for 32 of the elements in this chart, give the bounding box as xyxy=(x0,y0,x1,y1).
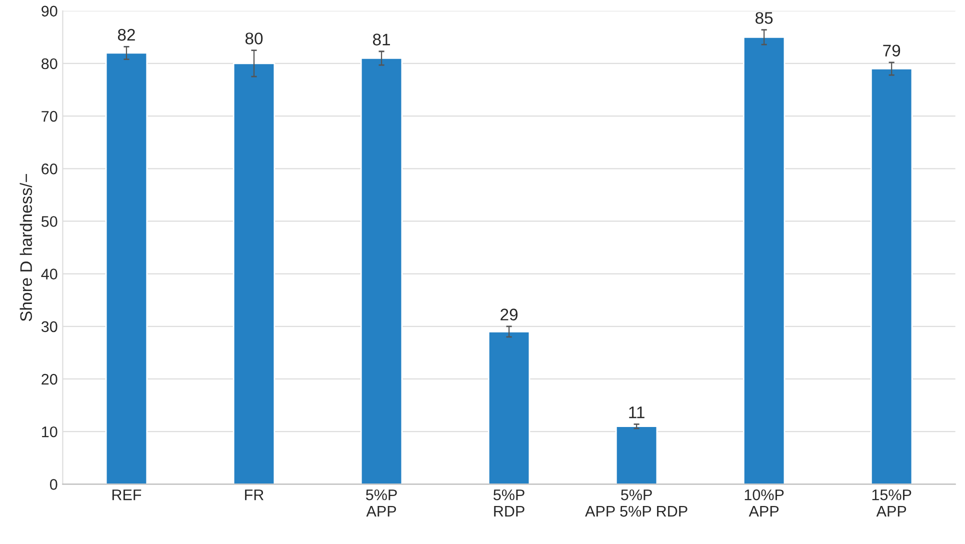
data-label: 82 xyxy=(118,28,135,41)
y-tick-label: 90 xyxy=(42,6,58,17)
y-tick-label: 30 xyxy=(41,321,58,332)
x-tick-label: REF xyxy=(112,490,142,500)
data-label: 80 xyxy=(245,32,263,44)
bar xyxy=(615,426,658,484)
data-label: 29 xyxy=(500,308,518,320)
x-tick-label: 5%P RDP xyxy=(494,489,524,517)
y-tick-label: 20 xyxy=(42,374,58,385)
x-tick-label: 5%P APP 5%P RDP xyxy=(585,489,688,517)
x-tick-label: 15%P APP xyxy=(872,489,912,517)
y-tick-label: 40 xyxy=(41,268,58,280)
x-tick-label: 10%P APP xyxy=(744,489,784,517)
bar xyxy=(232,62,276,484)
data-label: 81 xyxy=(372,34,390,46)
bar xyxy=(870,68,913,484)
y-tick-label: 0 xyxy=(50,479,58,490)
data-label: 79 xyxy=(883,44,900,56)
y-axis-title: Shore D hardness/− xyxy=(20,174,32,322)
y-tick-label: 50 xyxy=(41,216,58,227)
y-tick-label: 10 xyxy=(42,426,58,438)
data-label: 85 xyxy=(756,12,773,24)
y-tick-label: 70 xyxy=(42,110,58,122)
data-label: 11 xyxy=(629,406,644,418)
y-tick-label: 60 xyxy=(42,164,58,174)
y-tick-label: 80 xyxy=(42,58,58,70)
x-tick-label: 5%P APP xyxy=(366,489,397,517)
bar xyxy=(742,36,786,484)
bar xyxy=(360,58,403,484)
bar xyxy=(488,330,530,484)
x-tick-label: FR xyxy=(245,490,264,500)
bar xyxy=(105,52,148,484)
